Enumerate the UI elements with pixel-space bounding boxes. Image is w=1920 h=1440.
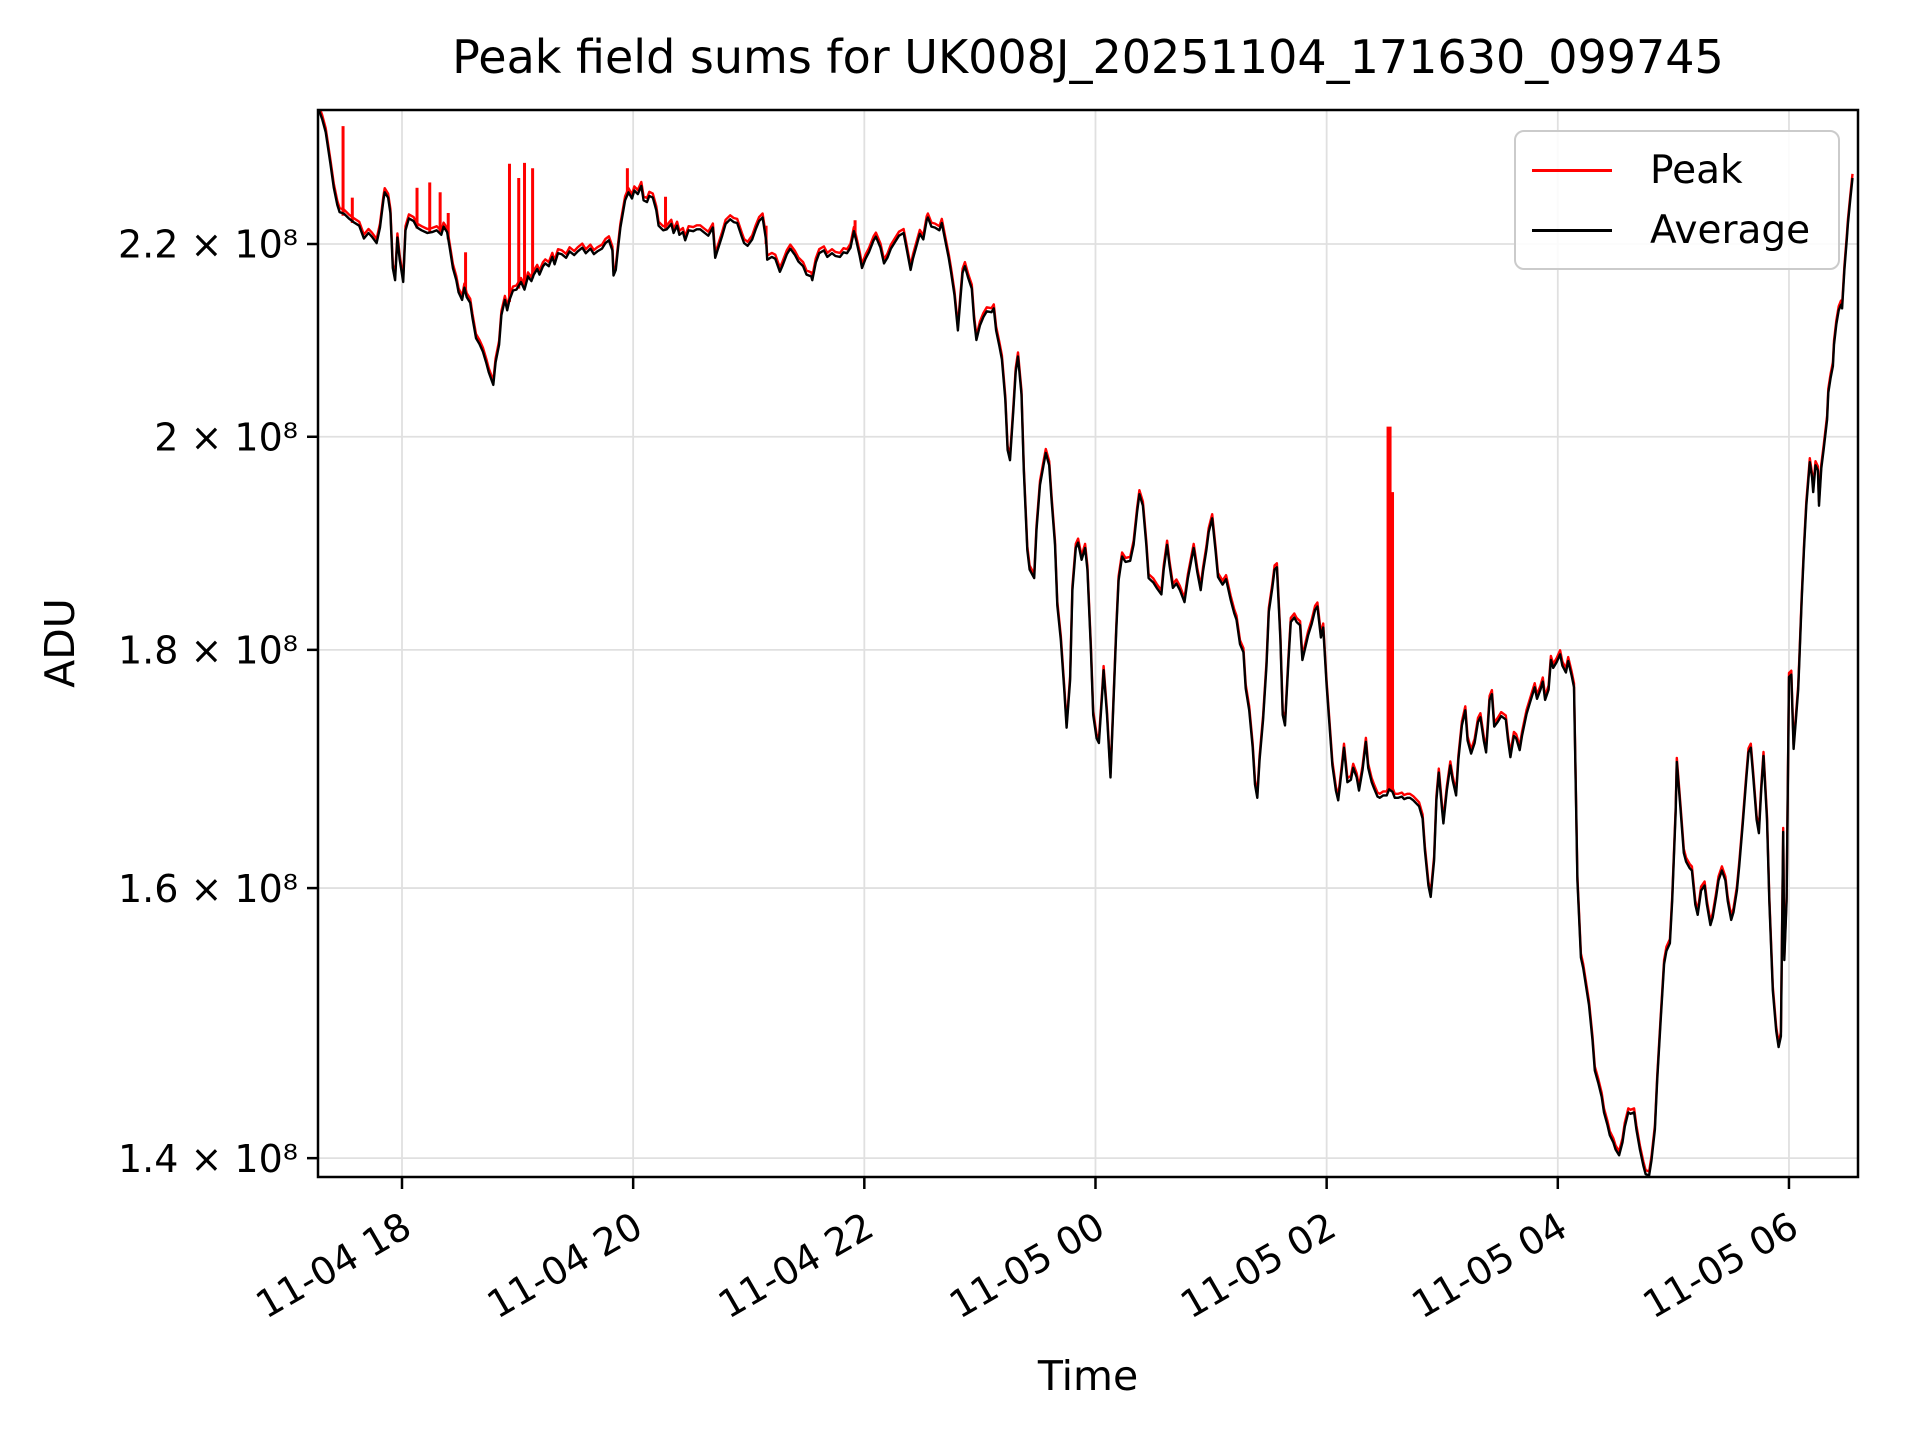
legend-entry-average: Average: [1532, 208, 1838, 253]
average-line: [318, 110, 1854, 1177]
y-tick-label: 2 × 10⁸: [154, 415, 298, 459]
x-tick-label: 11-05 02: [1173, 1204, 1343, 1328]
y-tick-label: 1.8 × 10⁸: [118, 629, 298, 673]
x-tick-label: 11-04 18: [249, 1204, 419, 1328]
y-tick-label: 2.2 × 10⁸: [118, 223, 298, 267]
axes-frame: [316, 108, 1860, 1179]
x-tick-label: 11-05 04: [1404, 1204, 1574, 1328]
peak-line-swatch: [1532, 168, 1612, 172]
legend-label-average: Average: [1650, 207, 1811, 253]
chart-title: Peak field sums for UK008J_20251104_1716…: [452, 30, 1724, 84]
x-tick-label: 11-04 22: [711, 1204, 881, 1328]
x-tick-label: 11-04 20: [480, 1204, 650, 1328]
legend: Peak Average: [1514, 130, 1840, 270]
y-tick-label: 1.4 × 10⁸: [118, 1137, 298, 1181]
average-line-swatch: [1532, 228, 1612, 232]
x-axis-label: Time: [1037, 1352, 1139, 1400]
x-tick-label: 11-05 06: [1635, 1204, 1805, 1328]
legend-entry-peak: Peak: [1532, 148, 1838, 193]
legend-label-peak: Peak: [1650, 147, 1743, 193]
x-tick-label: 11-05 00: [942, 1204, 1112, 1328]
y-tick-label: 1.6 × 10⁸: [118, 867, 298, 911]
